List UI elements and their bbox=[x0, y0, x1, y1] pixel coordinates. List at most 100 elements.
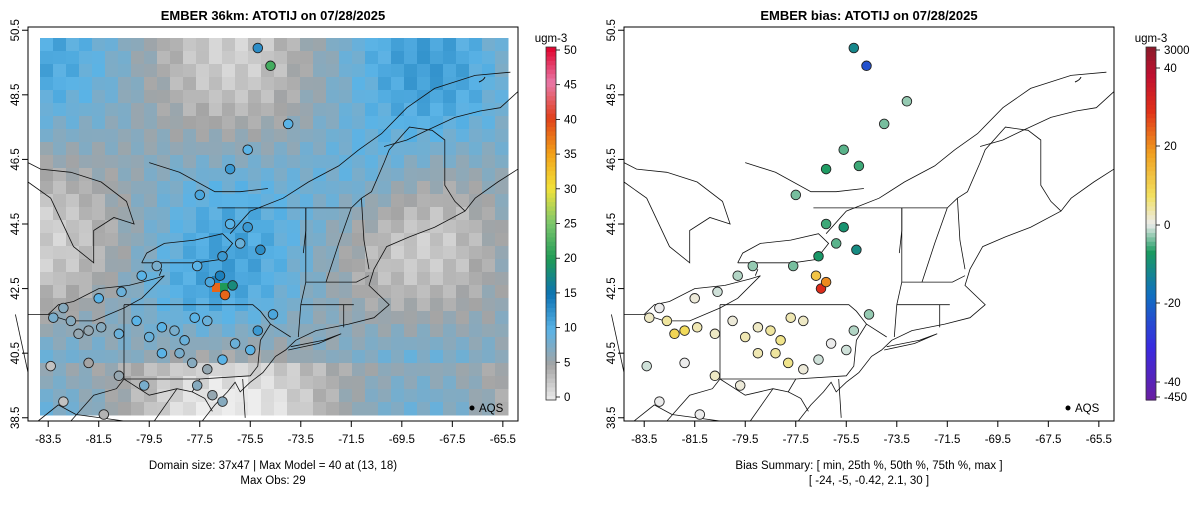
grid-cell bbox=[430, 324, 444, 338]
colorbar-segment bbox=[546, 333, 556, 339]
grid-cell bbox=[313, 181, 327, 195]
grid-cell bbox=[170, 129, 184, 143]
colorbar-segment bbox=[546, 139, 556, 145]
grid-cell bbox=[326, 90, 340, 104]
colorbar-segment bbox=[1146, 338, 1156, 344]
grid-cell bbox=[404, 207, 418, 221]
grid-cell bbox=[300, 129, 314, 143]
y-axis: 38.5 40.5 42.5 44.5 46.5 48.5 50.5 bbox=[606, 19, 624, 429]
colorbar-segment bbox=[1146, 170, 1156, 176]
grid-cell bbox=[443, 220, 457, 234]
grid-cell bbox=[287, 207, 301, 221]
y-axis: 38.5 40.5 42.5 44.5 46.5 48.5 50.5 bbox=[10, 19, 28, 429]
grid-cell bbox=[118, 64, 132, 78]
grid-cell bbox=[105, 116, 119, 130]
aqs-station-point bbox=[820, 163, 832, 175]
x-tick-label: -77.5 bbox=[783, 434, 809, 446]
grid-cell bbox=[144, 363, 158, 377]
grid-cell bbox=[365, 285, 379, 299]
grid-cell bbox=[170, 103, 184, 117]
grid-cell bbox=[417, 285, 431, 299]
grid-cell bbox=[456, 194, 470, 208]
colorbar-segment bbox=[546, 338, 556, 344]
colorbar-segment bbox=[546, 152, 556, 158]
grid-cell bbox=[443, 90, 457, 104]
grid-cell bbox=[365, 51, 379, 65]
grid-cell bbox=[144, 38, 158, 52]
map-boundary-line bbox=[383, 91, 519, 147]
grid-cell bbox=[430, 233, 444, 247]
grid-cell bbox=[495, 168, 509, 182]
grid-cell bbox=[53, 181, 67, 195]
grid-cell bbox=[131, 220, 145, 234]
grid-cell bbox=[430, 64, 444, 78]
grid-cell bbox=[313, 233, 327, 247]
colorbar-segment bbox=[546, 280, 556, 286]
grid-cell bbox=[482, 389, 496, 403]
grid-cell bbox=[326, 155, 340, 169]
grid-cell bbox=[469, 246, 483, 260]
grid-cell bbox=[326, 220, 340, 234]
grid-cell bbox=[352, 350, 366, 364]
grid-cell bbox=[378, 259, 392, 273]
grid-cell bbox=[248, 168, 262, 182]
grid-cell bbox=[92, 337, 106, 351]
grid-cell bbox=[313, 337, 327, 351]
map-boundary-line bbox=[27, 162, 135, 264]
grid-cell bbox=[196, 116, 210, 130]
grid-cell bbox=[430, 350, 444, 364]
grid-cell bbox=[170, 259, 184, 273]
colorbar-segment bbox=[1146, 302, 1156, 308]
grid-cell bbox=[300, 233, 314, 247]
grid-cell bbox=[326, 324, 340, 338]
grid-cell bbox=[40, 129, 54, 143]
grid-cell bbox=[66, 116, 80, 130]
grid-cell bbox=[339, 220, 353, 234]
aqs-station-point bbox=[113, 328, 125, 340]
grid-cell bbox=[313, 402, 327, 416]
grid-cell bbox=[326, 168, 340, 182]
grid-cell bbox=[495, 116, 509, 130]
grid-cell bbox=[391, 220, 405, 234]
grid-cell bbox=[430, 259, 444, 273]
grid-cell bbox=[222, 142, 236, 156]
grid-cell bbox=[495, 246, 509, 260]
grid-cell bbox=[326, 389, 340, 403]
aqs-station-point bbox=[790, 189, 802, 201]
grid-cell bbox=[209, 337, 223, 351]
grid-cell bbox=[313, 311, 327, 325]
grid-cell bbox=[131, 194, 145, 208]
grid-cell bbox=[313, 155, 327, 169]
grid-cell bbox=[79, 207, 93, 221]
grid-cell bbox=[92, 376, 106, 390]
grid-cell bbox=[378, 116, 392, 130]
colorbar-segment bbox=[1146, 324, 1156, 330]
aqs-station-point bbox=[654, 302, 665, 314]
grid-cell bbox=[482, 77, 496, 91]
colorbar-segment bbox=[1146, 47, 1156, 53]
grid-cell bbox=[274, 259, 288, 273]
grid-cell bbox=[326, 259, 340, 273]
grid-cell bbox=[339, 207, 353, 221]
grid-cell bbox=[170, 38, 184, 52]
grid-cell bbox=[105, 220, 119, 234]
colorbar-segment bbox=[546, 86, 556, 92]
grid-cell bbox=[469, 298, 483, 312]
grid-cell bbox=[378, 181, 392, 195]
map-boundary-line bbox=[149, 162, 268, 193]
aqs-station-point bbox=[853, 160, 865, 172]
colorbar-tick-label: 45 bbox=[564, 80, 577, 92]
grid-cell bbox=[118, 350, 132, 364]
grid-cell bbox=[248, 376, 262, 390]
grid-cell bbox=[443, 246, 457, 260]
grid-cell bbox=[66, 376, 80, 390]
grid-cell bbox=[404, 64, 418, 78]
aqs-station-point bbox=[217, 251, 228, 262]
colorbar-segment bbox=[1146, 139, 1156, 145]
grid-cell bbox=[170, 272, 184, 286]
grid-cell bbox=[274, 64, 288, 78]
grid-cell bbox=[53, 350, 67, 364]
grid-cell bbox=[248, 103, 262, 117]
grid-cell bbox=[222, 116, 236, 130]
colorbar-segment bbox=[1146, 223, 1156, 229]
